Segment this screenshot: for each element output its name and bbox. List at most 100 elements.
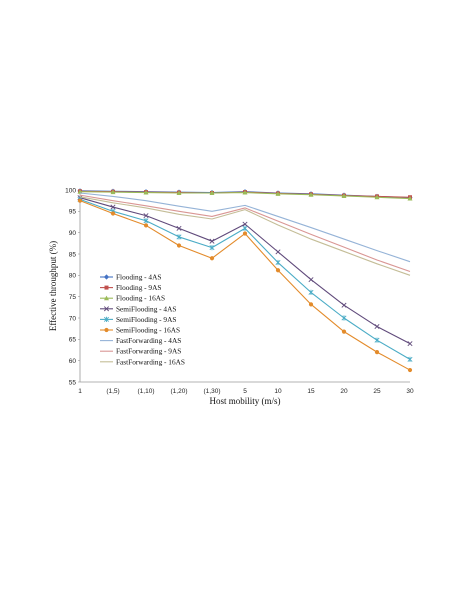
legend-label: SemiFlooding - 9AS [116, 315, 176, 324]
x-axis-title: Host mobility (m/s) [209, 396, 280, 406]
series-line [79, 192, 411, 263]
y-tick-label: 75 [69, 294, 77, 301]
legend-marker [103, 316, 110, 322]
y-tick-label: 90 [69, 230, 77, 237]
data-point [374, 194, 380, 200]
data-point [308, 289, 314, 295]
y-tick-label: 95 [69, 209, 77, 216]
data-point [308, 277, 314, 283]
x-tick-label: (1,5) [106, 388, 119, 395]
legend-marker [103, 306, 110, 312]
x-tick-label: 20 [340, 388, 348, 395]
x-tick-label: (1,30) [204, 388, 221, 395]
plot-area [77, 188, 413, 373]
data-point [176, 225, 182, 231]
data-point [209, 190, 215, 195]
legend-item: SemiFlooding - 9AS [100, 315, 176, 324]
data-point [374, 337, 380, 343]
data-point [242, 231, 248, 236]
legend-label: Flooding - 9AS [116, 283, 161, 292]
legend-item: FastForwarding - 9AS [100, 347, 181, 356]
data-point [407, 341, 413, 347]
legend-item: FastForwarding - 4AS [100, 336, 181, 345]
legend-marker [104, 327, 109, 333]
data-point [407, 356, 413, 362]
legend-item: Flooding - 4AS [100, 273, 161, 282]
y-tick-label: 100 [65, 187, 76, 194]
series-line [79, 194, 411, 273]
y-axis-title: Effective throughput (%) [48, 241, 58, 331]
x-tick-label: 25 [373, 388, 381, 395]
legend-item: FastForwarding - 16AS [100, 357, 185, 366]
legend-label: Flooding - 16AS [116, 294, 165, 303]
data-point [275, 249, 281, 255]
legend-label: FastForwarding - 4AS [116, 336, 181, 345]
data-point [110, 211, 116, 216]
legend-item: SemiFlooding - 4AS [100, 304, 176, 313]
data-point [110, 204, 116, 210]
data-point [110, 189, 116, 195]
legend-item: Flooding - 9AS [100, 283, 161, 292]
data-point [275, 259, 281, 266]
series-line [79, 196, 411, 276]
y-tick-label: 60 [69, 358, 77, 365]
legend-label: Flooding - 4AS [116, 273, 161, 282]
data-point [209, 245, 215, 251]
series [79, 194, 411, 273]
x-tick-label: (1,10) [138, 388, 155, 395]
legend-label: FastForwarding - 16AS [116, 357, 185, 366]
legend-label: SemiFlooding - 16AS [116, 326, 180, 335]
series [77, 198, 413, 373]
y-axis: 55 60 65 70 75 80 85 90 95 100 [65, 187, 81, 386]
data-point [143, 223, 149, 228]
legend-label: SemiFlooding - 4AS [116, 304, 176, 313]
data-point [242, 189, 248, 195]
data-point [341, 302, 347, 308]
x-tick-label: 10 [274, 388, 282, 395]
data-point [77, 189, 83, 194]
x-tick-label: 1 [78, 388, 82, 395]
data-point [143, 189, 149, 195]
legend-label: FastForwarding - 9AS [116, 347, 181, 356]
series [79, 192, 411, 263]
x-tick-label: 30 [406, 388, 414, 395]
data-point [341, 329, 347, 334]
data-point [308, 192, 314, 197]
x-tick-label: 15 [307, 388, 315, 395]
series [77, 189, 413, 201]
data-point [275, 268, 281, 273]
data-point [341, 193, 347, 198]
legend-marker [103, 274, 110, 280]
legend-item: SemiFlooding - 16AS [100, 326, 180, 335]
data-point [209, 256, 215, 261]
series [79, 196, 411, 276]
legend-item: Flooding - 16AS [100, 294, 165, 303]
data-point [176, 190, 182, 195]
data-point [143, 213, 149, 219]
y-tick-label: 85 [69, 251, 77, 258]
data-point [407, 195, 413, 201]
data-point [176, 243, 182, 248]
data-point [374, 350, 380, 355]
data-point [275, 191, 281, 196]
x-tick-label: 5 [243, 388, 247, 395]
data-point [176, 234, 182, 240]
data-point [374, 324, 380, 330]
data-point [242, 221, 248, 227]
data-point [143, 218, 149, 224]
data-point [242, 225, 248, 231]
y-tick-label: 55 [69, 379, 77, 386]
x-tick-label: (1,20) [171, 388, 188, 395]
x-axis: 1 (1,5) (1,10) (1,20) (1,30) 5 10 15 20 25 30 [78, 381, 414, 395]
data-point [407, 367, 413, 373]
y-tick-label: 65 [69, 337, 77, 344]
legend-marker [104, 295, 109, 301]
data-point [308, 302, 314, 307]
y-tick-label: 70 [69, 315, 77, 322]
data-point [77, 198, 83, 203]
data-point [341, 315, 347, 321]
y-tick-label: 80 [69, 273, 77, 280]
data-point [209, 238, 215, 244]
